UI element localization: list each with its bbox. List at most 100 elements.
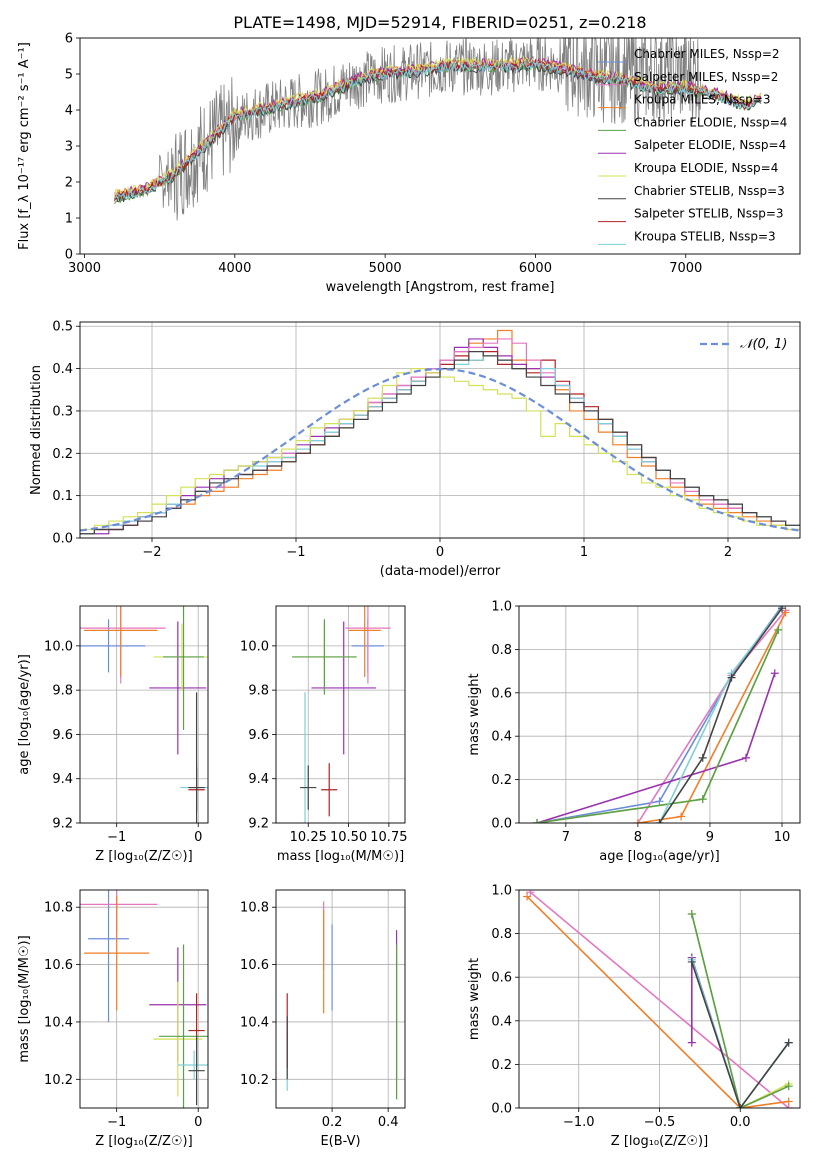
legend-label: Kroupa MILES, Nssp=3 <box>634 93 770 107</box>
x-axis-label: Z [log₁₀(Z/Z☉)] <box>95 1134 192 1149</box>
axes-frame <box>79 605 209 824</box>
x-tick-label: 5000 <box>369 261 402 276</box>
y-tick-label: 9.6 <box>248 728 269 743</box>
y-tick-label: 0 <box>65 248 73 263</box>
x-tick-label: 9 <box>706 830 714 845</box>
axes-frame <box>518 605 801 824</box>
x-tick-label: 0.0 <box>730 1115 751 1130</box>
point-marker <box>687 909 696 918</box>
point-marker <box>727 673 736 682</box>
mass-weight-line <box>691 961 790 1108</box>
point-marker <box>633 819 642 823</box>
legend-label: Kroupa STELIB, Nssp=3 <box>634 229 776 243</box>
x-tick-label: 4000 <box>218 261 251 276</box>
x-tick-label: 8 <box>634 830 642 845</box>
x-axis-label: Z [log₁₀(Z/Z☉)] <box>95 849 192 864</box>
point-marker <box>533 819 542 823</box>
y-tick-label: 10.2 <box>44 1073 73 1088</box>
x-axis-label: (data-model)/error <box>380 564 501 579</box>
x-axis-label: mass [log₁₀(M/M☉)] <box>277 849 404 864</box>
point-marker <box>774 625 783 634</box>
y-tick-label: 10.0 <box>240 639 269 654</box>
y-tick-label: 0.2 <box>52 447 73 462</box>
panel-residuals: −2 −1 0 1 2 0.0 0.1 0.2 0.3 0.4 0.5 (data-model)/er… <box>29 320 801 579</box>
y-tick-label: 0.2 <box>491 1058 512 1073</box>
x-tick-label: 6000 <box>519 261 552 276</box>
y-tick-label: 10.2 <box>240 1073 269 1088</box>
y-tick-label: 9.2 <box>52 817 73 832</box>
x-tick-label: −1 <box>107 1115 126 1130</box>
x-tick-label: −1 <box>107 830 126 845</box>
x-axis-label: Z [log₁₀(Z/Z☉)] <box>611 1134 708 1149</box>
y-tick-label: 9.6 <box>52 728 73 743</box>
plot-area-spectrum <box>114 38 762 221</box>
point-marker <box>777 606 786 613</box>
y-axis-label: mass weight <box>467 958 482 1040</box>
x-tick-label: 0.2 <box>322 1115 343 1130</box>
panel-mass-vs-EBV: 0.2 0.4 10.2 10.4 10.6 10.8 E(B-V) <box>240 889 406 1149</box>
point-marker <box>770 669 779 678</box>
y-tick-label: 9.4 <box>248 772 269 787</box>
axes-frame <box>79 37 801 255</box>
y-axis-label: mass weight <box>467 673 482 755</box>
model-spectrum-line <box>114 58 762 200</box>
panel-mass-weight-vs-Z: −1.0 −0.5 0.0 0.0 0.2 0.4 0.6 0.8 1.0 Z [log₁₀(Z/… <box>467 884 801 1149</box>
y-tick-label: 10.4 <box>44 1015 73 1030</box>
legend-label: Kroupa ELODIE, Nssp=4 <box>634 161 778 175</box>
point-marker <box>784 1097 793 1106</box>
legend-label: Salpeter MILES, Nssp=2 <box>634 70 778 84</box>
x-tick-label: 2 <box>724 545 732 560</box>
point-marker <box>784 1082 793 1091</box>
point-marker <box>655 797 664 806</box>
y-axis-label: Flux [f_λ 10⁻¹⁷ erg cm⁻² s⁻¹ A⁻¹] <box>17 42 32 250</box>
y-tick-label: 10.8 <box>240 901 269 916</box>
x-tick-label: −2 <box>142 545 161 560</box>
x-axis-label: age [log₁₀(age/yr)] <box>599 849 720 864</box>
y-tick-label: 0.3 <box>52 404 73 419</box>
x-axis-label: E(B-V) <box>320 1134 360 1149</box>
axes-frame <box>518 889 801 1109</box>
x-tick-label: 0 <box>436 545 444 560</box>
point-marker <box>655 819 664 823</box>
y-tick-label: 0.0 <box>491 1102 512 1117</box>
point-marker <box>698 795 707 804</box>
panel-age-vs-Z: −1 0 9.2 9.4 9.6 9.8 10.0 Z [log₁₀(Z/Z☉)] age [l… <box>17 605 209 864</box>
point-marker <box>687 1038 696 1047</box>
x-tick-label: 7000 <box>669 261 702 276</box>
y-tick-label: 0.0 <box>52 532 73 547</box>
x-tick-label: 10 <box>774 830 791 845</box>
x-tick-label: −1 <box>286 545 305 560</box>
panel-mass-weight-vs-age: 7 8 9 10 0.0 0.2 0.4 0.6 0.8 1.0 age [log₁₀(age/yr… <box>467 600 801 864</box>
plot-area-mass-weight-vs-Z <box>523 890 793 1108</box>
y-tick-label: 9.4 <box>52 772 73 787</box>
y-tick-label: 0.6 <box>491 971 512 986</box>
legend: Chabrier MILES, Nssp=2 Salpeter MILES, Ns… <box>598 47 787 245</box>
y-tick-label: 0.6 <box>491 686 512 701</box>
y-tick-label: 0.8 <box>491 927 512 942</box>
plot-area-residuals <box>80 329 800 535</box>
point-marker <box>698 753 707 762</box>
axes-frame <box>79 889 209 1109</box>
legend-label: 𝒩(0, 1) <box>740 337 787 352</box>
point-marker <box>687 957 696 966</box>
legend-label: Chabrier STELIB, Nssp=3 <box>634 184 785 198</box>
y-axis-label: mass [log₁₀(M/M☉)] <box>17 935 32 1062</box>
y-tick-label: 10.6 <box>240 958 269 973</box>
plot-area-mass-weight-vs-age <box>533 606 790 823</box>
panel-age-vs-mass: 10.25 10.50 10.75 9.2 9.4 9.6 9.8 10.0 mass [log… <box>240 605 407 864</box>
y-tick-label: 0.2 <box>491 773 512 788</box>
x-tick-label: 3000 <box>68 261 101 276</box>
panel-mass-vs-Z: −1 0 10.2 10.4 10.6 10.8 Z [log₁₀(Z/Z☉)] mass [… <box>17 889 209 1149</box>
y-tick-label: 0.4 <box>491 1014 512 1029</box>
plot-area-mass-vs-Z <box>80 890 208 1108</box>
point-marker <box>523 892 532 901</box>
y-tick-label: 0.8 <box>491 643 512 658</box>
mass-weight-line <box>691 913 790 1108</box>
point-marker <box>526 890 535 897</box>
mass-weight-line <box>529 891 790 1108</box>
y-tick-label: 0.0 <box>491 817 512 832</box>
y-tick-label: 1.0 <box>491 600 512 615</box>
y-tick-label: 9.8 <box>248 684 269 699</box>
mass-weight-line <box>526 895 789 1108</box>
